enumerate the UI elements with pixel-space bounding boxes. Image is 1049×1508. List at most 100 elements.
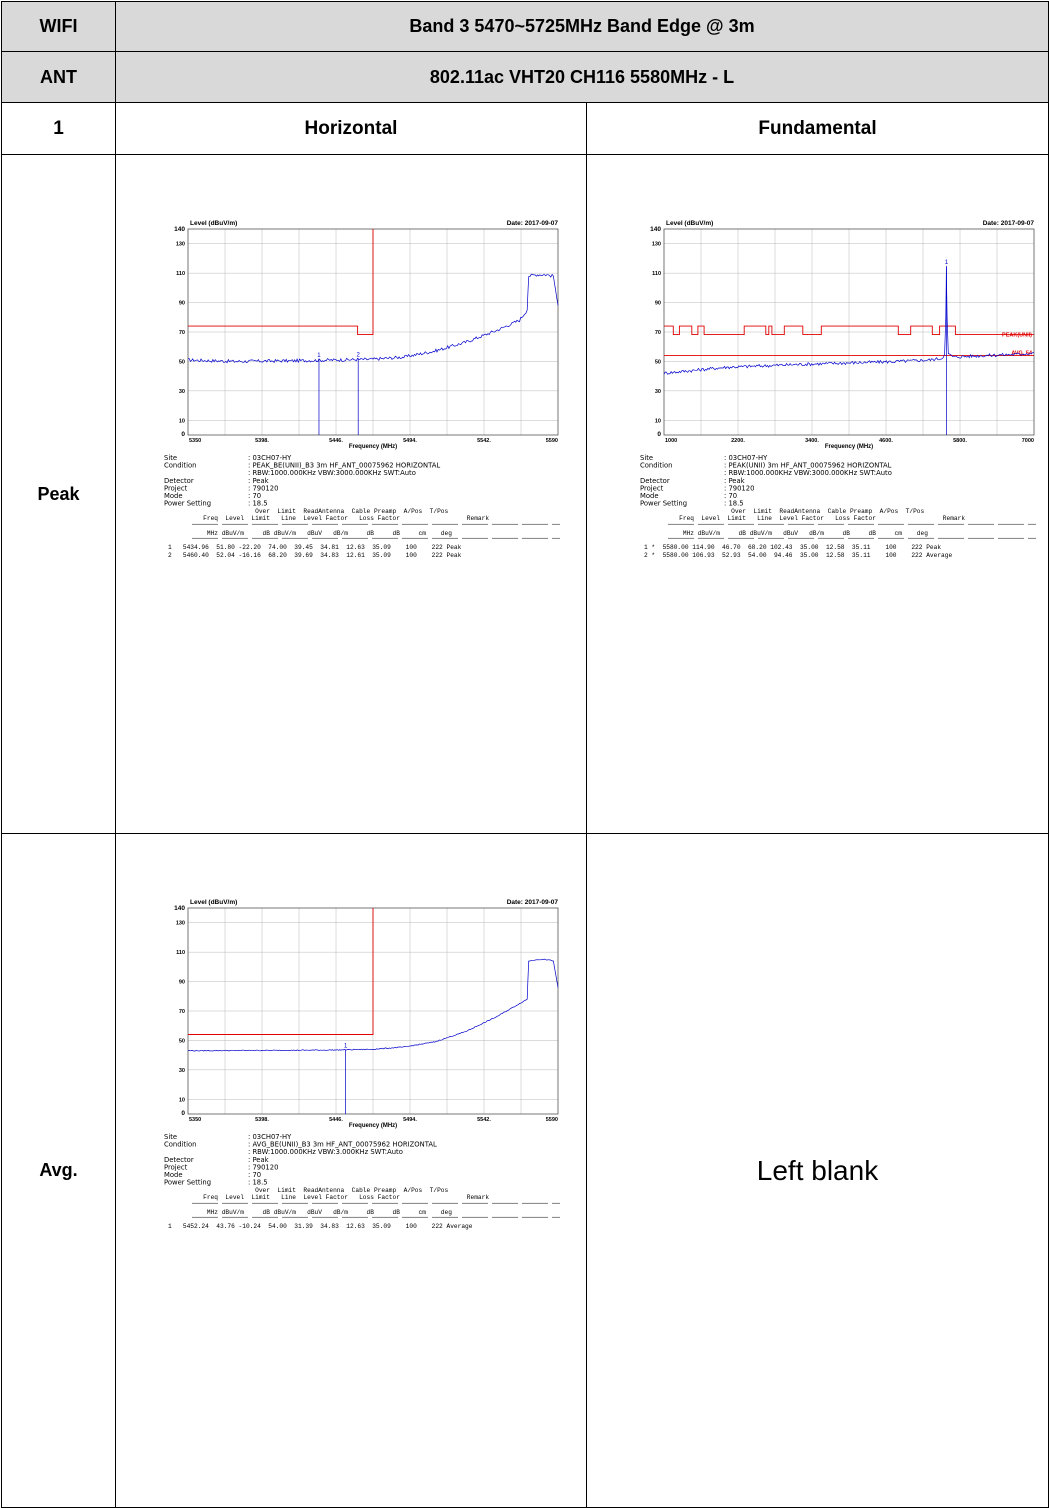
info-value: : 03CH07-HY xyxy=(248,454,292,462)
x-tick-label: 5446. xyxy=(329,1117,343,1123)
y-axis-label: Level (dBuV/m) xyxy=(190,220,237,227)
x-tick-label: 5494. xyxy=(403,438,417,444)
y-tick-label: 140 xyxy=(650,226,661,233)
info-label: Power Setting xyxy=(164,500,211,508)
header-row-ant: ANT 802.11ac VHT20 CH116 5580MHz - L xyxy=(1,51,1049,103)
table-units: MHz dBuV/m dB dBuV/m dBuV dB/m dB dB cm … xyxy=(192,530,452,537)
info-label: Mode xyxy=(164,1171,183,1179)
y-tick-label: 110 xyxy=(176,271,185,277)
table-units: MHz dBuV/m dB dBuV/m dBuV dB/m dB dB cm … xyxy=(192,1209,452,1216)
x-tick-label: 1000 xyxy=(665,438,677,444)
table-header-2: Freq Level Limit Line Level Factor Loss … xyxy=(192,515,489,522)
y-tick-label: 110 xyxy=(652,271,661,277)
info-value: : 790120 xyxy=(248,484,278,492)
y-tick-label: 130 xyxy=(652,242,661,248)
info-label: Power Setting xyxy=(640,500,687,508)
info-value: : 70 xyxy=(248,492,261,500)
info-label: Site xyxy=(640,454,653,462)
peak-horizontal-cell: Level (dBuV/m) Date: 2017-09-07 0 10 30 50 70 9… xyxy=(115,154,587,834)
peak-band-edge-plot: Level (dBuV/m) Date: 2017-09-07 0 10 30 50 70 9… xyxy=(164,220,560,559)
y-tick-label: 10 xyxy=(179,1097,185,1103)
y-tick-label: 90 xyxy=(179,980,185,986)
column-fundamental: Fundamental xyxy=(586,102,1049,155)
y-tick-label: 50 xyxy=(179,359,185,365)
y-tick-label: 0 xyxy=(657,431,661,438)
x-tick-label: 5542. xyxy=(477,1117,491,1123)
wifi-label: WIFI xyxy=(1,1,116,52)
plot-frame xyxy=(663,228,1035,436)
x-tick-label: 5590 xyxy=(546,1117,558,1123)
table-data-row: 1 * 5580.00 114.90 46.70 68.20 102.43 35… xyxy=(644,544,941,551)
x-axis-label: Frequency (MHz) xyxy=(825,444,873,450)
y-tick-label: 90 xyxy=(655,301,661,307)
plot-date: Date: 2017-09-07 xyxy=(983,220,1035,227)
y-tick-label: 50 xyxy=(655,359,661,365)
plot-date: Date: 2017-09-07 xyxy=(507,220,559,227)
info-label: Condition xyxy=(164,462,196,470)
table-data-row: 2 5460.40 52.04 -16.16 68.20 39.69 34.83… xyxy=(168,552,462,559)
table-header-2: Freq Level Limit Line Level Factor Loss … xyxy=(668,515,965,522)
x-tick-label: 7000 xyxy=(1022,438,1034,444)
spectrum-trace xyxy=(187,958,559,1052)
column-header-row: 1 Horizontal Fundamental xyxy=(1,102,1049,155)
info-value: : 03CH07-HY xyxy=(248,1133,292,1141)
info-label: Mode xyxy=(640,492,659,500)
table-data-row: 1 5452.24 43.76 -10.24 54.00 31.39 34.83… xyxy=(168,1223,473,1230)
info-value: : AVG_BE(UNII)_B3 3m HF_ANT_00075962 HOR… xyxy=(248,1141,437,1149)
peak-fundamental-cell: Level (dBuV/m) Date: 2017-09-07 0 10 30 50 70 9… xyxy=(586,154,1049,834)
info-label: Detector xyxy=(640,477,670,485)
info-label: Project xyxy=(164,484,188,492)
y-tick-label: 50 xyxy=(179,1038,185,1044)
info-value: : 70 xyxy=(724,492,737,500)
y-tick-label: 140 xyxy=(174,905,185,912)
info-label: Project xyxy=(640,484,664,492)
limit-line xyxy=(664,325,1034,336)
avg-horizontal-cell: Level (dBuV/m) Date: 2017-09-07 0 10 30 50 70 9… xyxy=(115,833,587,1508)
y-tick-label: 10 xyxy=(179,418,185,424)
x-tick-label: 5350 xyxy=(189,438,201,444)
marker-label: 1 xyxy=(945,260,949,266)
info-label: Condition xyxy=(640,462,672,470)
x-tick-label: 5800. xyxy=(953,438,967,444)
table-header-1: Over Limit ReadAntenna Cable Preamp A/Po… xyxy=(192,1187,448,1194)
table-header-2: Freq Level Limit Line Level Factor Loss … xyxy=(192,1194,489,1201)
x-tick-label: 5590 xyxy=(546,438,558,444)
x-tick-label: 3400. xyxy=(805,438,819,444)
x-axis-label: Frequency (MHz) xyxy=(349,1123,397,1129)
marker-label: 2 xyxy=(357,352,361,358)
table-data-row: 1 5434.96 51.80 -22.20 74.00 39.45 34.81… xyxy=(168,544,462,551)
y-tick-label: 130 xyxy=(176,242,185,248)
spectrum-trace xyxy=(187,273,559,364)
y-tick-label: 110 xyxy=(176,950,185,956)
peak-label: Peak xyxy=(1,154,116,834)
peak-fundamental-plot: Level (dBuV/m) Date: 2017-09-07 0 10 30 50 70 9… xyxy=(640,220,1036,559)
y-tick-label: 0 xyxy=(181,431,185,438)
info-value: : 18.5 xyxy=(248,500,268,508)
y-axis-label: Level (dBuV/m) xyxy=(666,220,713,227)
column-horizontal: Horizontal xyxy=(115,102,587,155)
info-value: : 790120 xyxy=(248,1163,278,1171)
info-label: Power Setting xyxy=(164,1179,211,1187)
table-header-1: Over Limit ReadAntenna Cable Preamp A/Po… xyxy=(668,508,924,515)
info-label: Detector xyxy=(164,1156,194,1164)
info-value: : PEAK_BE(UNII)_B3 3m HF_ANT_00075962 HO… xyxy=(248,462,440,470)
avg-row: Avg. Level (dBuV/m) Date: 2017-09-07 0 10 30… xyxy=(1,833,1049,1508)
y-tick-label: 30 xyxy=(655,389,661,395)
table-data-row: 2 * 5580.00 106.93 52.93 54.00 94.46 35.… xyxy=(644,552,952,559)
x-tick-label: 5398. xyxy=(255,438,269,444)
info-label: Project xyxy=(164,1163,188,1171)
info-value: : 790120 xyxy=(724,484,754,492)
mode-title: 802.11ac VHT20 CH116 5580MHz - L xyxy=(115,51,1049,103)
peak-row: Peak Level (dBuV/m) Date: 2017-09-07 0 10 30… xyxy=(1,154,1049,834)
avg-band-edge-plot: Level (dBuV/m) Date: 2017-09-07 0 10 30 50 70 9… xyxy=(164,899,560,1230)
marker-label: 1 xyxy=(344,1044,348,1050)
y-tick-label: 0 xyxy=(181,1110,185,1117)
info-label: Site xyxy=(164,1133,177,1141)
info-value: : 18.5 xyxy=(724,500,744,508)
ant-label: ANT xyxy=(1,51,116,103)
y-tick-label: 130 xyxy=(176,921,185,927)
info-value: : 70 xyxy=(248,1171,261,1179)
marker-label: 1 xyxy=(317,353,321,359)
x-tick-label: 5350 xyxy=(189,1117,201,1123)
